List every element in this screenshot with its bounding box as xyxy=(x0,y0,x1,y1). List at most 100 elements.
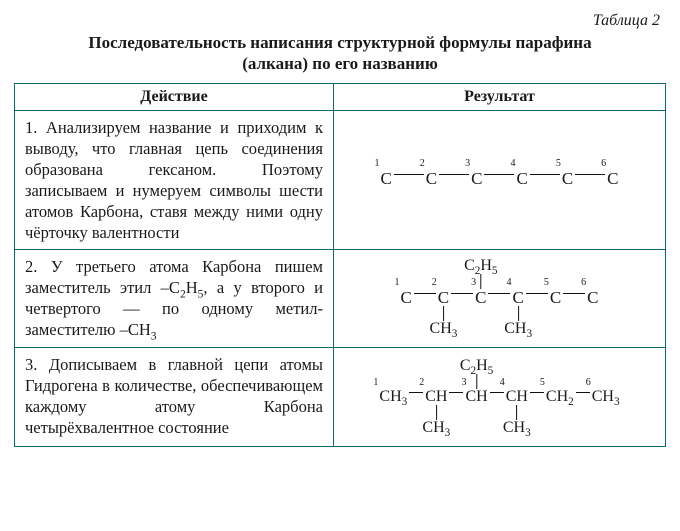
carbon-atom: 4C xyxy=(515,170,528,187)
bond-icon xyxy=(449,392,463,393)
atom-number: 3 xyxy=(465,159,470,169)
substituted-skeleton: 1C 2 C CH3 3 C xyxy=(399,289,599,306)
table-row: 1. Анализируем название и при­ходим к вы… xyxy=(15,110,666,250)
ch3-terminal: 1CH3 xyxy=(378,389,408,405)
table-caption: Таблица 2 xyxy=(14,12,660,30)
atom-number: 1 xyxy=(373,378,378,388)
methyl-branch: CH3 xyxy=(422,405,450,436)
carbon-atom: 1C xyxy=(379,170,392,187)
ch-atom: 4 CH CH3 xyxy=(505,389,529,405)
atom-number: 5 xyxy=(540,378,545,388)
header-result: Результат xyxy=(333,83,665,110)
group-text: CH xyxy=(504,320,526,337)
subscript: 5 xyxy=(492,265,498,277)
bond-icon xyxy=(575,174,605,175)
group-text: H xyxy=(480,257,492,274)
atom-symbol: C xyxy=(400,288,411,307)
bond-icon xyxy=(490,392,504,393)
subscript: 3 xyxy=(402,396,408,408)
bond-icon xyxy=(414,293,436,294)
subscript: 5 xyxy=(488,365,494,377)
group-text: CH xyxy=(430,320,452,337)
atom-symbol: C xyxy=(426,169,437,188)
atom-symbol: C xyxy=(475,288,486,307)
atom-number: 4 xyxy=(506,278,511,288)
atom-number: 2 xyxy=(419,378,424,388)
methyl-branch: CH3 xyxy=(504,306,532,337)
atom-symbol: C xyxy=(550,288,561,307)
subscript: 3 xyxy=(614,396,620,408)
atom-number: 2 xyxy=(420,159,425,169)
bond-icon xyxy=(443,306,444,321)
table-row: 3. Дописываем в главной цепи атомы Гидро… xyxy=(15,347,666,446)
subscript: 3 xyxy=(526,328,532,340)
atom-symbol: CH xyxy=(379,388,401,405)
ethyl-branch: C2H5 xyxy=(460,358,493,389)
carbon-atom: 5C xyxy=(561,170,574,187)
bond-icon xyxy=(476,374,477,389)
ch2-atom: 5CH2 xyxy=(545,389,575,405)
title-line-1: Последовательность написания структурной… xyxy=(88,33,591,52)
subscript: 3 xyxy=(525,427,531,439)
group-text: C xyxy=(460,357,471,374)
atom-symbol: C xyxy=(607,169,618,188)
atom-number: 6 xyxy=(581,278,586,288)
bond-icon xyxy=(436,405,437,420)
bond-icon xyxy=(530,174,560,175)
atom-symbol: C xyxy=(471,169,482,188)
carbon-atom: 2C xyxy=(425,170,438,187)
atom-number: 4 xyxy=(510,159,515,169)
ch-atom: 2 CH CH3 xyxy=(424,389,448,405)
atom-number: 5 xyxy=(556,159,561,169)
header-action: Действие xyxy=(15,83,334,110)
table-row: 2. У третьего атома Карбона пи­шем замес… xyxy=(15,250,666,347)
atom-symbol: C xyxy=(438,288,449,307)
ethyl-group: C2H5 xyxy=(464,258,497,274)
bond-icon xyxy=(526,293,548,294)
methyl-group: CH3 xyxy=(503,420,531,436)
carbon-atom: 6C xyxy=(606,170,619,187)
subscript: 3 xyxy=(452,328,458,340)
atom-symbol: CH xyxy=(592,388,614,405)
main-table: Действие Результат 1. Анализируем назван… xyxy=(14,83,666,447)
atom-symbol: C xyxy=(380,169,391,188)
action-cell-1: 1. Анализируем название и при­ходим к вы… xyxy=(15,110,334,250)
atom-symbol: C xyxy=(516,169,527,188)
bond-icon xyxy=(451,293,473,294)
bond-icon xyxy=(480,274,481,289)
bond-icon xyxy=(484,174,514,175)
result-cell-3: 1CH3 2 CH CH3 3 CH xyxy=(333,347,665,446)
atom-symbol: CH xyxy=(425,388,447,405)
bond-icon xyxy=(576,392,590,393)
group-text: CH xyxy=(422,419,444,436)
carbon-atom: 3C xyxy=(470,170,483,187)
result-cell-2: 1C 2 C CH3 3 C xyxy=(333,250,665,347)
subscript: 2 xyxy=(568,396,574,408)
action-cell-2: 2. У третьего атома Карбона пи­шем замес… xyxy=(15,250,334,347)
bond-icon xyxy=(516,405,517,420)
ethyl-group: C2H5 xyxy=(460,358,493,374)
atom-number: 6 xyxy=(601,159,606,169)
bond-icon xyxy=(488,293,510,294)
subscript: 3 xyxy=(151,331,157,343)
methyl-group: CH3 xyxy=(430,321,458,337)
bond-icon xyxy=(439,174,469,175)
methyl-group: CH3 xyxy=(422,420,450,436)
subscript: 3 xyxy=(445,427,451,439)
atom-number: 4 xyxy=(500,378,505,388)
carbon-atom: 3 C C2H5 xyxy=(474,289,487,306)
carbon-atom: 5C xyxy=(549,289,562,306)
bond-icon xyxy=(530,392,544,393)
atom-symbol: CH xyxy=(506,388,528,405)
atom-symbol: C xyxy=(562,169,573,188)
atom-number: 5 xyxy=(544,278,549,288)
atom-symbol: CH xyxy=(546,388,568,405)
ch3-terminal: 6CH3 xyxy=(591,389,621,405)
bond-icon xyxy=(563,293,585,294)
title-line-2: (алкана) по его названию xyxy=(242,54,438,73)
methyl-branch: CH3 xyxy=(430,306,458,337)
atom-symbol: CH xyxy=(465,388,487,405)
bond-icon xyxy=(518,306,519,321)
methyl-branch: CH3 xyxy=(503,405,531,436)
hexane-skeleton: 1C 2C 3C 4C 5C 6C xyxy=(379,170,619,187)
